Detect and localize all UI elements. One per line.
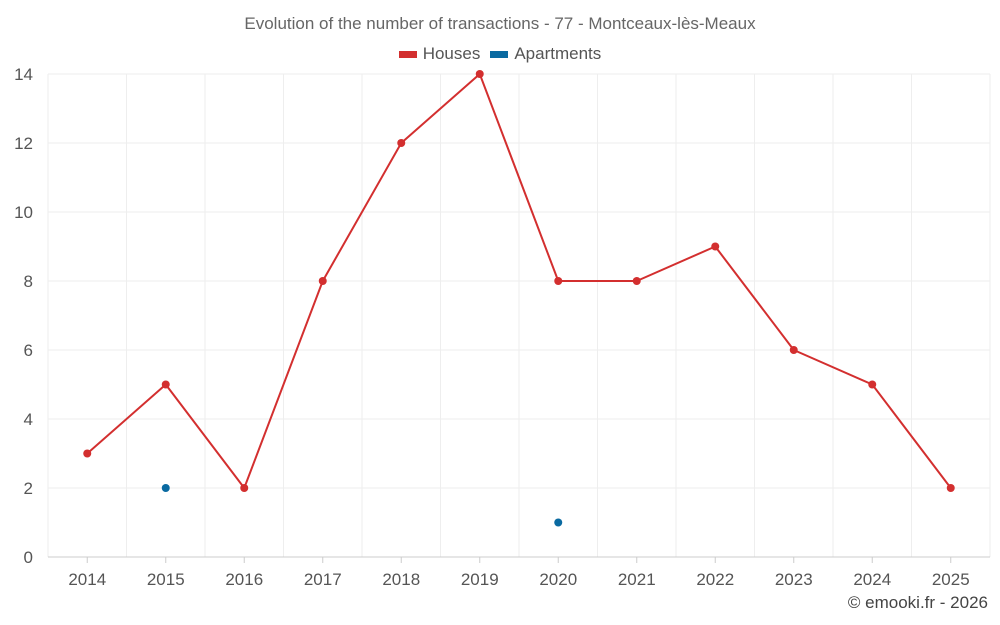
series-line-houses	[86, 73, 952, 489]
data-point-houses	[711, 242, 720, 251]
data-point-houses	[475, 70, 484, 78]
data-point-houses	[868, 380, 877, 389]
y-tick-label: 6	[24, 341, 33, 360]
data-point-houses	[240, 484, 249, 492]
data-point-apartments	[161, 484, 170, 492]
x-tick-label: 2021	[618, 570, 656, 589]
y-tick-label: 12	[14, 134, 33, 153]
axes: 0 2 4 6 8 10 12 14 2014 2015 2016 2017 2018 2019 2020 2…	[14, 65, 990, 589]
y-tick-label: 14	[14, 65, 33, 84]
series	[83, 70, 955, 527]
y-tick-label: 2	[24, 479, 33, 498]
data-point-apartments	[554, 518, 563, 527]
legend-swatch-houses	[398, 50, 417, 58]
legend-swatch-apartments	[490, 50, 509, 58]
x-tick-label: 2017	[304, 570, 342, 589]
legend: Houses Apartments	[0, 44, 1000, 64]
x-tick-label: 2014	[68, 570, 106, 589]
x-tick-label: 2023	[775, 570, 813, 589]
y-tick-label: 10	[14, 203, 33, 222]
x-tick-label: 2015	[147, 570, 185, 589]
data-point-houses	[946, 484, 955, 492]
legend-label-apartments: Apartments	[514, 44, 602, 63]
y-tick-label: 4	[24, 410, 33, 429]
x-tick-label: 2024	[853, 570, 891, 589]
y-tick-label: 0	[24, 548, 33, 567]
data-point-houses	[161, 380, 170, 389]
x-tick-label: 2019	[461, 570, 499, 589]
chart-title: Evolution of the number of transactions …	[244, 14, 756, 33]
grid-lines	[47, 73, 991, 557]
data-point-houses	[83, 449, 92, 458]
x-tick-label: 2016	[225, 570, 263, 589]
legend-item-houses[interactable]: Houses	[398, 44, 481, 64]
data-point-houses	[397, 139, 406, 147]
data-point-houses	[554, 277, 563, 285]
x-tick-label: 2018	[382, 570, 420, 589]
x-tick-label: 2020	[539, 570, 577, 589]
legend-label-houses: Houses	[422, 44, 481, 63]
x-tick-label: 2022	[696, 570, 734, 589]
legend-item-apartments[interactable]: Apartments	[490, 44, 601, 64]
data-point-houses	[318, 277, 327, 285]
data-point-houses	[789, 346, 798, 354]
credit-text: © emooki.fr - 2026	[847, 593, 988, 612]
data-point-houses	[632, 277, 641, 285]
y-tick-label: 8	[24, 272, 33, 291]
x-tick-label: 2025	[932, 570, 970, 589]
